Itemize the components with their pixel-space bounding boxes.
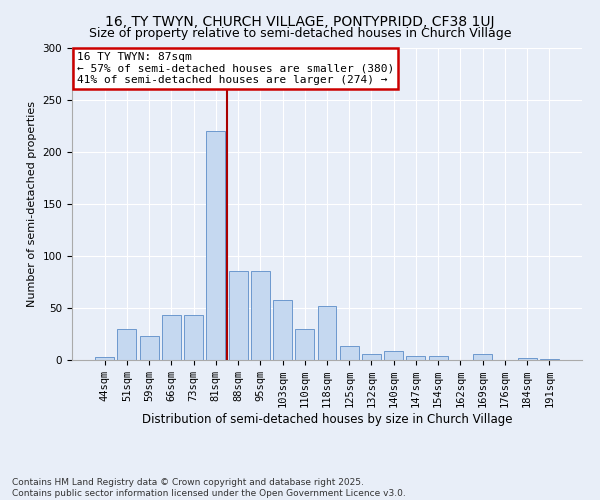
- Bar: [406, 356, 425, 360]
- X-axis label: Distribution of semi-detached houses by size in Church Village: Distribution of semi-detached houses by …: [142, 413, 512, 426]
- Bar: [95, 357, 114, 360]
- Text: 16, TY TWYN, CHURCH VILLAGE, PONTYPRIDD, CF38 1UJ: 16, TY TWYN, CHURCH VILLAGE, PONTYPRIDD,…: [105, 15, 495, 29]
- Bar: [295, 329, 314, 360]
- Bar: [540, 359, 559, 360]
- Bar: [518, 358, 536, 360]
- Text: Size of property relative to semi-detached houses in Church Village: Size of property relative to semi-detach…: [89, 28, 511, 40]
- Bar: [229, 272, 248, 360]
- Bar: [317, 306, 337, 360]
- Bar: [184, 315, 203, 360]
- Bar: [251, 272, 270, 360]
- Bar: [206, 131, 225, 360]
- Text: Contains HM Land Registry data © Crown copyright and database right 2025.
Contai: Contains HM Land Registry data © Crown c…: [12, 478, 406, 498]
- Text: 16 TY TWYN: 87sqm
← 57% of semi-detached houses are smaller (380)
41% of semi-de: 16 TY TWYN: 87sqm ← 57% of semi-detached…: [77, 52, 394, 86]
- Bar: [162, 315, 181, 360]
- Bar: [118, 329, 136, 360]
- Bar: [473, 354, 492, 360]
- Bar: [340, 346, 359, 360]
- Bar: [362, 354, 381, 360]
- Bar: [429, 356, 448, 360]
- Bar: [273, 300, 292, 360]
- Bar: [384, 350, 403, 360]
- Y-axis label: Number of semi-detached properties: Number of semi-detached properties: [27, 101, 37, 306]
- Bar: [140, 336, 158, 360]
